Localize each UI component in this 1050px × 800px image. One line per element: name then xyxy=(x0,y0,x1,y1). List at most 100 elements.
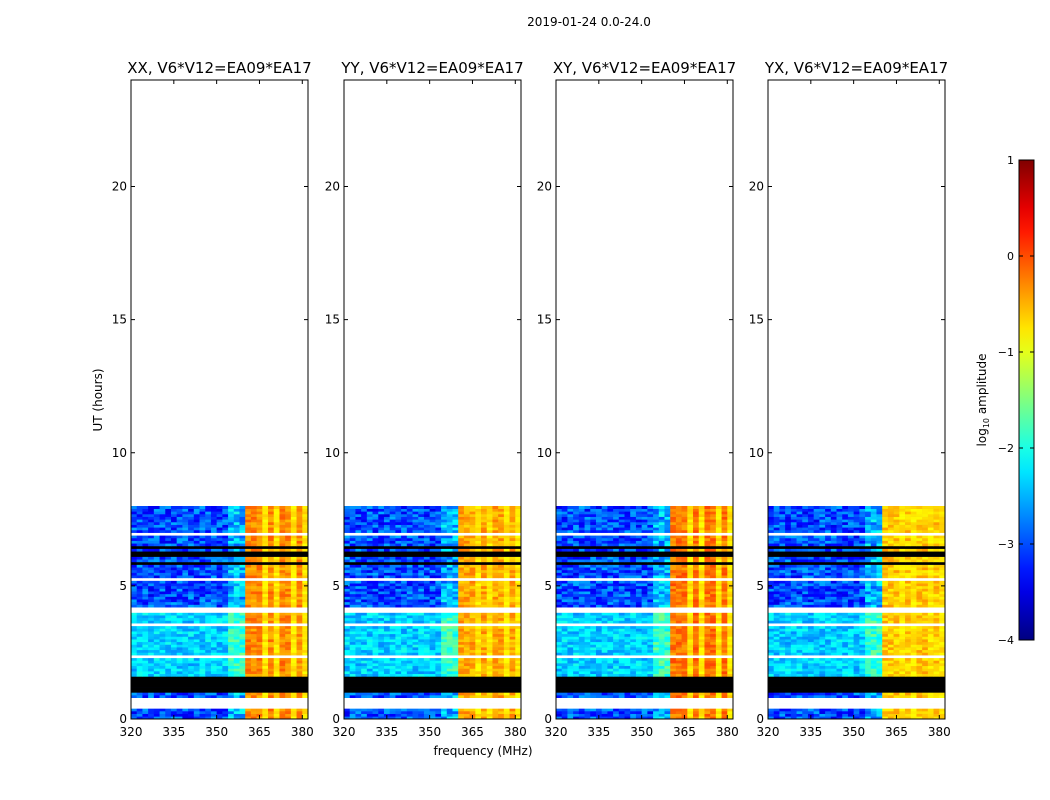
heatmap-cell xyxy=(653,633,660,637)
heatmap-cell xyxy=(675,716,682,719)
heatmap-cell xyxy=(372,639,379,643)
heatmap-cell xyxy=(389,540,396,544)
heatmap-cell xyxy=(607,711,614,714)
heatmap-cell xyxy=(463,583,470,587)
heatmap-cell xyxy=(647,649,654,653)
heatmap-cell xyxy=(165,647,172,651)
heatmap-cell xyxy=(285,639,292,643)
heatmap-cell xyxy=(458,647,465,651)
heatmap-cell xyxy=(136,521,143,525)
heatmap-cell xyxy=(136,631,143,635)
heatmap-cell xyxy=(698,593,705,597)
heatmap-cell xyxy=(492,588,499,592)
heatmap-cell xyxy=(704,612,711,616)
heatmap-cell xyxy=(361,660,368,664)
heatmap-cell xyxy=(401,567,408,571)
heatmap-cell xyxy=(561,580,568,584)
heatmap-cell xyxy=(383,511,390,515)
heatmap-cell xyxy=(584,628,591,632)
heatmap-cell xyxy=(498,513,505,517)
heatmap-cell xyxy=(199,564,206,568)
heatmap-cell xyxy=(159,540,166,544)
heatmap-cell xyxy=(233,588,240,592)
heatmap-cell xyxy=(624,585,631,589)
heatmap-cell xyxy=(613,604,620,608)
heatmap-cell xyxy=(624,636,631,640)
heatmap-cell xyxy=(296,588,303,592)
heatmap-cell xyxy=(515,617,521,621)
heatmap-cell xyxy=(595,695,602,698)
heatmap-cell xyxy=(412,588,419,592)
heatmap-cell xyxy=(578,593,585,597)
heatmap-cell xyxy=(418,569,425,573)
heatmap-cell xyxy=(647,633,654,637)
missing-row xyxy=(131,532,308,536)
heatmap-cell xyxy=(344,657,351,661)
heatmap-cell xyxy=(239,713,246,717)
heatmap-cell xyxy=(515,612,521,616)
heatmap-cell xyxy=(441,511,448,515)
heatmap-cell xyxy=(233,615,240,619)
heatmap-cell xyxy=(446,524,453,528)
heatmap-cell xyxy=(698,668,705,672)
heatmap-cell xyxy=(245,583,252,587)
heatmap-cell xyxy=(475,620,482,624)
heatmap-cell xyxy=(256,575,263,579)
heatmap-cell xyxy=(492,583,499,587)
heatmap-cell xyxy=(233,663,240,667)
heatmap-cell xyxy=(222,668,229,672)
heatmap-cell xyxy=(624,588,631,592)
heatmap-cell xyxy=(687,708,694,712)
heatmap-cell xyxy=(355,593,362,597)
heatmap-cell xyxy=(681,657,688,661)
heatmap-cell xyxy=(182,657,189,661)
heatmap-cell xyxy=(727,636,733,640)
heatmap-cell xyxy=(509,593,516,597)
heatmap-cell xyxy=(245,636,252,640)
heatmap-cell xyxy=(475,506,482,509)
heatmap-cell xyxy=(131,657,138,661)
heatmap-cell xyxy=(584,663,591,667)
heatmap-cell xyxy=(481,625,488,629)
heatmap-cell xyxy=(210,583,217,587)
heatmap-cell xyxy=(193,716,200,719)
heatmap-cell xyxy=(182,615,189,619)
missing-row xyxy=(131,609,308,613)
heatmap-cell xyxy=(406,521,413,525)
heatmap-cell xyxy=(361,668,368,672)
heatmap-cell xyxy=(355,513,362,517)
heatmap-cell xyxy=(199,647,206,651)
heatmap-cell xyxy=(469,639,476,643)
heatmap-cell xyxy=(302,657,308,661)
heatmap-cell xyxy=(698,636,705,640)
flagged-row xyxy=(131,679,308,683)
heatmap-cell xyxy=(498,633,505,637)
heatmap-cell xyxy=(435,636,442,640)
heatmap-cell xyxy=(578,673,585,677)
heatmap-cell xyxy=(406,593,413,597)
heatmap-cell xyxy=(601,596,608,600)
heatmap-cell xyxy=(635,663,642,667)
heatmap-cell xyxy=(210,604,217,608)
heatmap-cell xyxy=(216,537,223,541)
heatmap-cell xyxy=(131,660,138,664)
heatmap-cell xyxy=(216,665,223,669)
heatmap-cell xyxy=(148,588,155,592)
heatmap-cell xyxy=(273,591,280,595)
heatmap-cell xyxy=(361,711,368,714)
heatmap-cell xyxy=(710,601,717,605)
heatmap-cell xyxy=(165,713,172,717)
heatmap-cell xyxy=(641,617,648,621)
heatmap-cell xyxy=(601,620,608,624)
heatmap-cell xyxy=(578,663,585,667)
heatmap-cell xyxy=(250,660,257,664)
heatmap-cell xyxy=(469,537,476,541)
heatmap-cell xyxy=(675,639,682,643)
heatmap-cell xyxy=(630,671,637,675)
heatmap-cell xyxy=(469,657,476,661)
heatmap-cell xyxy=(498,617,505,621)
heatmap-cell xyxy=(383,527,390,531)
heatmap-cell xyxy=(469,593,476,597)
heatmap-cell xyxy=(182,639,189,643)
heatmap-cell xyxy=(290,511,297,515)
